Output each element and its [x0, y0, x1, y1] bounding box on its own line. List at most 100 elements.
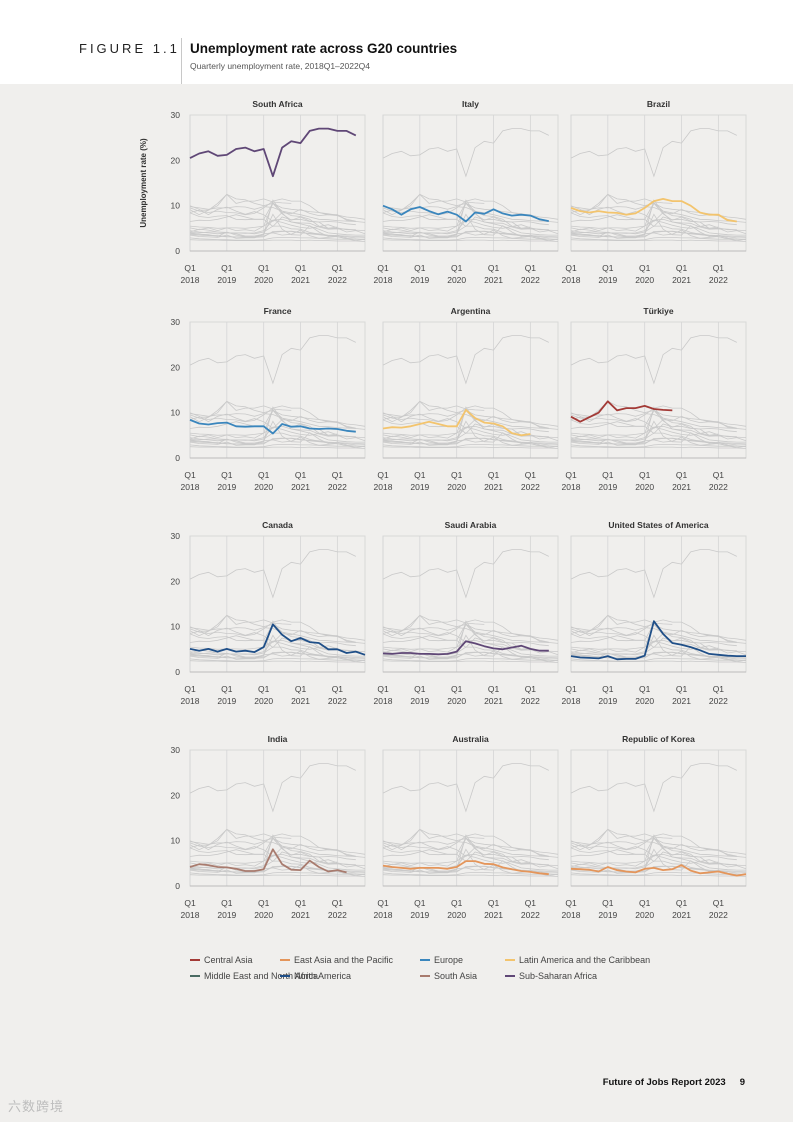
- x-tick-label: 2018: [562, 910, 581, 920]
- x-tick-label: Q1: [414, 684, 426, 694]
- x-tick-label: 2022: [709, 910, 728, 920]
- background-series-line: [189, 199, 365, 239]
- background-series-line: [189, 237, 366, 241]
- x-tick-label: 2019: [598, 275, 617, 285]
- x-tick-label: Q1: [451, 263, 463, 273]
- background-series-line: [189, 872, 366, 876]
- panel-title: France: [264, 306, 292, 316]
- x-tick-label: 2020: [447, 696, 466, 706]
- highlight-series-line: [189, 419, 356, 435]
- x-tick-label: Q1: [565, 898, 577, 908]
- panel-title: United States of America: [608, 520, 709, 530]
- figure-title: Unemployment rate across G20 countries: [190, 41, 458, 56]
- background-series-line: [189, 763, 356, 813]
- y-tick-label: 20: [171, 576, 181, 586]
- x-tick-label: Q1: [258, 898, 270, 908]
- x-tick-label: Q1: [377, 263, 389, 273]
- background-series-line: [382, 446, 559, 449]
- background-series-line: [382, 614, 559, 641]
- x-tick-label: 2018: [181, 910, 200, 920]
- background-series-line: [382, 837, 559, 870]
- x-tick-label: Q1: [525, 898, 537, 908]
- background-series-line: [570, 199, 746, 239]
- x-tick-label: 2020: [254, 696, 273, 706]
- legend-swatch: [505, 974, 515, 977]
- x-tick-label: Q1: [221, 898, 233, 908]
- panel-republic-of-korea: Republic of Korea Q1 2018 Q1 2019 Q1 2020 Q1 202…: [562, 734, 747, 920]
- x-tick-label: 2019: [598, 910, 617, 920]
- highlight-series-line: [382, 860, 549, 876]
- panel-title: Argentina: [451, 306, 491, 316]
- background-series-line: [570, 872, 747, 876]
- panel-india: India 0 10 20 30 Q1 2018 Q1 2019 Q1 2020 Q1 2021 Q1 20…: [171, 734, 366, 920]
- x-tick-label: 2019: [217, 482, 236, 492]
- background-series-line: [189, 865, 365, 874]
- background-series-line: [382, 420, 540, 445]
- x-tick-label: Q1: [414, 898, 426, 908]
- x-tick-label: Q1: [639, 263, 651, 273]
- x-tick-label: Q1: [639, 470, 651, 480]
- background-series-line: [570, 437, 746, 446]
- panel-title: Türkiye: [643, 306, 674, 316]
- background-series-line: [570, 549, 737, 599]
- y-tick-label: 10: [171, 836, 181, 846]
- highlight-series-line: [570, 620, 746, 661]
- legend-label: Central Asia: [204, 955, 253, 965]
- x-tick-label: 2018: [181, 275, 200, 285]
- background-series-line: [189, 620, 365, 660]
- figure-label: FIGURE 1.1: [79, 41, 180, 56]
- y-tick-label: 10: [171, 201, 181, 211]
- background-series-line: [382, 660, 559, 663]
- x-tick-label: Q1: [377, 470, 389, 480]
- panel-title: South Africa: [252, 99, 302, 109]
- panel-t-rkiye: Türkiye Q1 2018 Q1 2019 Q1 2020 Q1 2021 Q1 2022: [562, 306, 747, 492]
- background-series-line: [382, 230, 558, 239]
- background-series-line: [189, 841, 366, 858]
- x-tick-label: Q1: [488, 470, 500, 480]
- background-series-line: [382, 658, 559, 662]
- x-tick-label: Q1: [221, 263, 233, 273]
- legend-label: Middle East and North Africa: [204, 971, 319, 981]
- legend-item-east-asia-and-the-pacific: East Asia and the Pacific: [280, 955, 393, 965]
- x-tick-label: 2021: [672, 696, 691, 706]
- x-tick-label: Q1: [332, 898, 344, 908]
- background-series-line: [189, 400, 366, 427]
- x-tick-label: 2022: [709, 275, 728, 285]
- legend-label: South Asia: [434, 971, 478, 981]
- background-series-line: [570, 763, 737, 813]
- background-series-line: [570, 409, 747, 442]
- background-series-line: [570, 444, 747, 448]
- x-tick-label: Q1: [713, 470, 725, 480]
- x-tick-label: 2020: [254, 482, 273, 492]
- panel-title: Republic of Korea: [622, 734, 695, 744]
- x-tick-label: 2019: [217, 696, 236, 706]
- x-tick-label: Q1: [258, 263, 270, 273]
- x-tick-label: Q1: [332, 684, 344, 694]
- x-tick-label: 2019: [410, 275, 429, 285]
- legend-swatch: [190, 958, 200, 961]
- background-series-line: [382, 639, 559, 652]
- x-tick-label: Q1: [602, 684, 614, 694]
- background-series-line: [189, 446, 366, 449]
- background-series-line: [189, 413, 366, 430]
- x-tick-label: 2018: [562, 275, 581, 285]
- highlight-series-line: [382, 409, 531, 437]
- background-series-line: [382, 335, 549, 385]
- x-tick-label: Q1: [258, 684, 270, 694]
- background-series-line: [570, 230, 746, 239]
- background-series-line: [382, 437, 558, 446]
- x-tick-label: 2020: [635, 910, 654, 920]
- background-series-line: [189, 444, 366, 448]
- background-series-line: [189, 420, 347, 445]
- x-tick-label: Q1: [295, 263, 307, 273]
- background-series-line: [382, 853, 559, 866]
- background-series-line: [382, 202, 559, 235]
- background-series-line: [570, 237, 747, 241]
- background-series-line: [570, 841, 747, 858]
- background-series-line: [382, 413, 559, 430]
- x-tick-label: 2022: [709, 696, 728, 706]
- background-series-line: [189, 218, 366, 231]
- highlight-series-line: [189, 848, 347, 874]
- background-series-line: [189, 202, 366, 235]
- x-tick-label: 2018: [181, 482, 200, 492]
